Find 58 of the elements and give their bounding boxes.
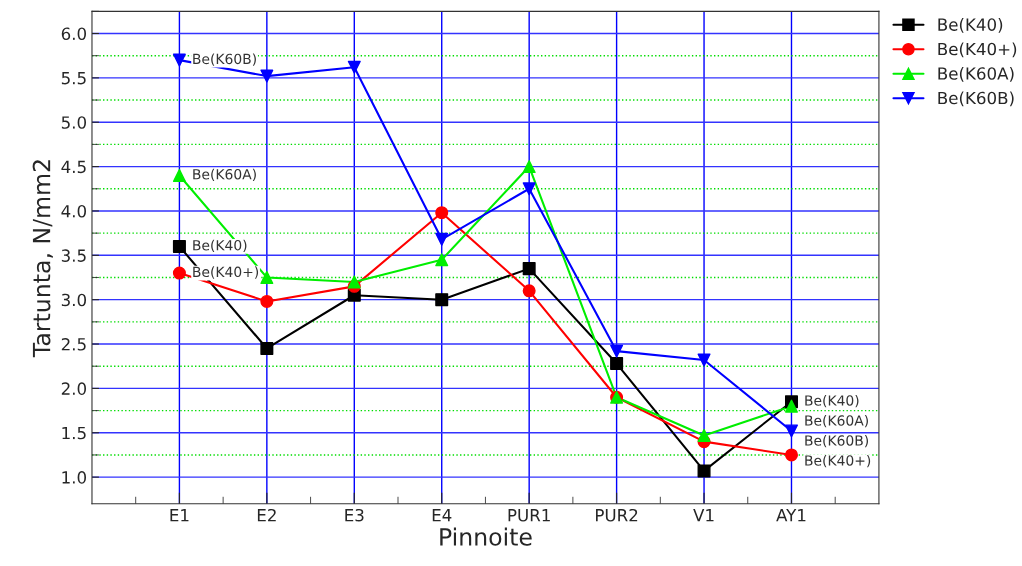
point bbox=[784, 448, 798, 462]
x-tick-label: PUR1 bbox=[508, 509, 550, 522]
point bbox=[522, 284, 536, 298]
point bbox=[435, 253, 449, 267]
x-tick-label: E4 bbox=[432, 509, 452, 522]
point bbox=[610, 344, 624, 358]
x-tick-label: E3 bbox=[345, 508, 364, 522]
annotation: Be(K60A) bbox=[805, 415, 868, 428]
point bbox=[347, 60, 361, 74]
x-tick-label: E2 bbox=[257, 508, 276, 522]
annotation: Be(K40+) bbox=[805, 455, 871, 468]
point bbox=[784, 399, 798, 413]
point bbox=[697, 464, 711, 478]
y-tick-label: 5.5 bbox=[61, 72, 86, 85]
legend-label: Be(K60A) bbox=[938, 66, 1014, 82]
annotation: Be(K60B) bbox=[193, 53, 256, 66]
y-tick-label: 4.0 bbox=[61, 204, 87, 218]
y-tick-label: 2.0 bbox=[61, 382, 87, 395]
point bbox=[697, 428, 711, 442]
x-tick-label: PUR2 bbox=[596, 508, 638, 522]
point bbox=[347, 275, 361, 289]
x-tick-label: V1 bbox=[693, 509, 714, 522]
point bbox=[172, 168, 186, 182]
point bbox=[522, 262, 536, 276]
point bbox=[260, 69, 274, 83]
point bbox=[172, 266, 186, 280]
y-tick-label: 1.5 bbox=[62, 426, 86, 440]
point bbox=[435, 206, 449, 220]
point bbox=[522, 160, 536, 174]
x-axis-title: Pinnoite bbox=[440, 527, 532, 546]
annotation: Be(K40) bbox=[193, 239, 247, 253]
x-tick-label: E1 bbox=[170, 509, 189, 522]
x-tick-label: AY1 bbox=[776, 509, 806, 522]
legend-label: Be(K60B) bbox=[938, 91, 1014, 107]
annotation: Be(K60A) bbox=[193, 168, 256, 182]
legend-label: Be(K40+) bbox=[938, 42, 1017, 58]
y-axis-title: Tartunta, N/mm2 bbox=[32, 160, 53, 358]
y-tick-label: 2.5 bbox=[61, 338, 86, 351]
annotation: Be(K40) bbox=[805, 395, 859, 408]
point bbox=[435, 293, 449, 307]
y-tick-label: 1.0 bbox=[62, 471, 87, 484]
y-tick-label: 4.5 bbox=[61, 160, 86, 174]
y-tick-label: 5.0 bbox=[61, 116, 87, 129]
y-tick-label: 3.5 bbox=[61, 249, 86, 262]
point bbox=[260, 294, 274, 308]
point bbox=[522, 182, 536, 196]
annotation: Be(K60B) bbox=[805, 435, 869, 448]
y-tick-label: 6.0 bbox=[61, 27, 87, 41]
annotation: Be(K40+) bbox=[193, 266, 259, 279]
legend-label: Be(K40) bbox=[938, 18, 1003, 33]
point bbox=[784, 424, 798, 438]
point bbox=[610, 357, 624, 371]
y-tick-label: 3.0 bbox=[61, 293, 87, 307]
point bbox=[172, 53, 186, 67]
point bbox=[172, 239, 186, 253]
point bbox=[260, 270, 274, 284]
point bbox=[260, 341, 274, 355]
point bbox=[435, 232, 449, 246]
